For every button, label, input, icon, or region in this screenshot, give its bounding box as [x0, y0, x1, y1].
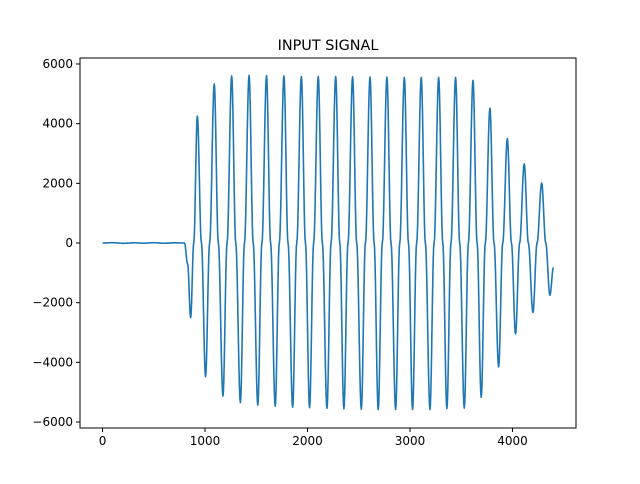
- y-tick-label: 0: [65, 236, 73, 250]
- x-axis: 0 1000 2000 3000 4000: [99, 428, 528, 448]
- x-tick-label: 0: [99, 434, 107, 448]
- y-tick-label: 2000: [42, 176, 73, 190]
- x-tick-label: 2000: [292, 434, 323, 448]
- signal-line: [102, 74, 555, 411]
- y-axis: −6000 −4000 −2000 0 2000 4000 6000: [32, 57, 80, 429]
- y-tick-label: −2000: [32, 296, 73, 310]
- x-tick-label: 4000: [497, 434, 528, 448]
- plot-frame: [79, 57, 577, 429]
- y-tick-label: 4000: [42, 117, 73, 131]
- x-tick-label: 1000: [190, 434, 221, 448]
- y-tick-label: −6000: [32, 415, 73, 429]
- plot-area: [102, 74, 555, 411]
- y-tick-label: −4000: [32, 355, 73, 369]
- x-tick-label: 3000: [395, 434, 426, 448]
- chart-title: INPUT SIGNAL: [278, 38, 379, 54]
- y-tick-label: 6000: [42, 57, 73, 71]
